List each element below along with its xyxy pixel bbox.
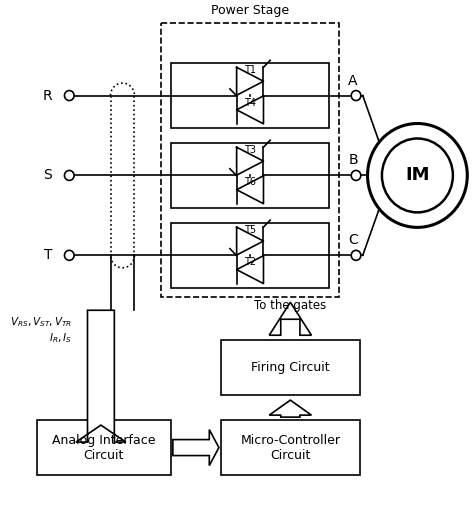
- Bar: [221, 420, 360, 475]
- Text: T3: T3: [244, 145, 256, 155]
- Text: T5: T5: [244, 225, 256, 235]
- Bar: [161, 23, 339, 297]
- Text: T1: T1: [244, 65, 256, 75]
- Bar: [171, 223, 329, 288]
- Text: A: A: [348, 74, 358, 87]
- Text: Firing Circuit: Firing Circuit: [251, 361, 329, 374]
- Circle shape: [382, 138, 453, 213]
- Polygon shape: [76, 310, 126, 442]
- Text: To the gates: To the gates: [254, 299, 327, 312]
- Text: T6: T6: [244, 177, 256, 187]
- Text: Analog Interface
Circuit: Analog Interface Circuit: [52, 434, 155, 462]
- Text: B: B: [348, 154, 358, 168]
- Text: $V_{RS}, V_{ST}, V_{TR}$
$I_R, I_S$: $V_{RS}, V_{ST}, V_{TR}$ $I_R, I_S$: [10, 315, 72, 345]
- Polygon shape: [269, 302, 311, 335]
- Text: C: C: [348, 233, 358, 247]
- Polygon shape: [269, 400, 311, 417]
- Text: Micro-Controller
Circuit: Micro-Controller Circuit: [240, 434, 340, 462]
- Text: S: S: [43, 169, 52, 182]
- Bar: [171, 63, 329, 128]
- Text: IM: IM: [405, 167, 429, 184]
- Circle shape: [367, 124, 467, 227]
- Bar: [36, 420, 171, 475]
- Text: R: R: [42, 88, 52, 103]
- Bar: [221, 340, 360, 395]
- Bar: [171, 143, 329, 208]
- Text: T2: T2: [244, 258, 256, 267]
- Polygon shape: [173, 430, 219, 466]
- Text: Power Stage: Power Stage: [211, 4, 289, 17]
- Text: T: T: [44, 248, 52, 262]
- Text: T4: T4: [244, 97, 256, 108]
